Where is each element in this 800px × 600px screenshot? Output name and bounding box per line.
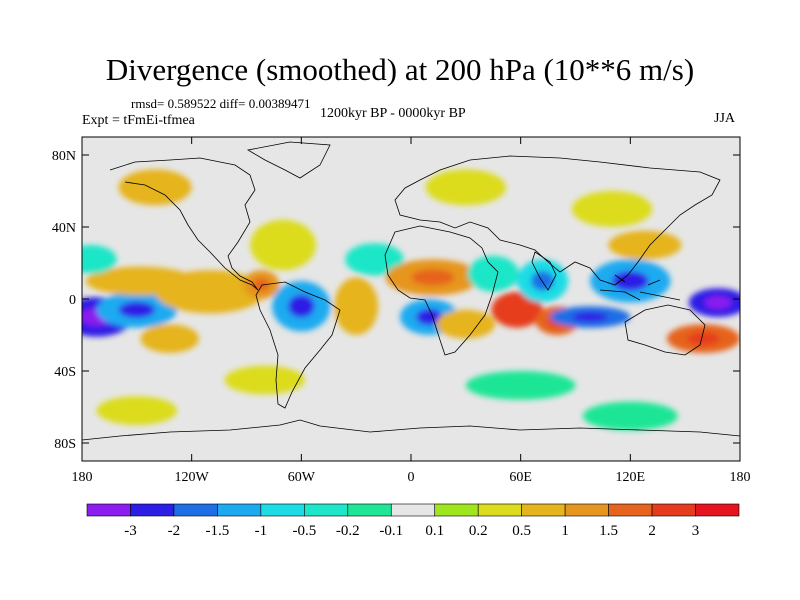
colorbar-label: -0.5 xyxy=(292,523,316,539)
lat-tick-label: 40N xyxy=(52,221,76,236)
colorbar-swatch xyxy=(651,503,696,517)
colorbar-swatch xyxy=(260,503,305,517)
anomaly-core-7 xyxy=(288,294,315,318)
anomaly-region-8 xyxy=(334,277,379,336)
anomaly-core-12 xyxy=(416,308,443,326)
season-label: JJA xyxy=(714,111,736,126)
anomaly-region-27 xyxy=(465,371,576,400)
colorbar-label: 0.5 xyxy=(512,523,531,539)
colorbar-swatch xyxy=(130,503,175,517)
experiment-label: Expt = tFmEi-tfmea xyxy=(82,113,195,128)
colorbar-label: 0.1 xyxy=(425,523,444,539)
colorbar-label: -3 xyxy=(124,523,137,539)
lon-tick-label: 60E xyxy=(509,470,532,485)
anomaly-core-22 xyxy=(686,332,720,346)
colorbar-swatch xyxy=(564,503,609,517)
anomaly-core-19 xyxy=(612,271,649,291)
anomaly-region-4 xyxy=(155,270,265,314)
coast-eurasia xyxy=(394,155,721,286)
colorbar-swatch xyxy=(217,503,262,517)
anomaly-region-28 xyxy=(96,396,178,425)
anomaly-core-15 xyxy=(505,301,529,318)
anomaly-region-23 xyxy=(571,191,653,227)
colorbar-swatch xyxy=(304,503,349,517)
anomaly-region-14 xyxy=(467,255,519,292)
colorbar-label: 3 xyxy=(692,523,700,539)
anomaly-region-3 xyxy=(82,245,117,274)
coast-australia xyxy=(624,304,706,356)
colorbar-swatch xyxy=(434,503,479,517)
colorbar-swatch xyxy=(347,503,392,517)
period-label: 1200kyr BP - 0000kyr BP xyxy=(320,106,466,121)
colorbar-swatch xyxy=(390,503,436,517)
colorbar-label: 1 xyxy=(561,523,569,539)
colorbar-label: 2 xyxy=(648,523,656,539)
anomaly-region-5 xyxy=(140,324,199,353)
colorbar-label: 0.2 xyxy=(469,523,488,539)
plot-title: Divergence (smoothed) at 200 hPa (10**6 … xyxy=(105,52,695,87)
anomaly-layer xyxy=(82,169,740,431)
coast-africa xyxy=(384,225,499,356)
lat-tick-label: 80S xyxy=(54,437,76,452)
colorbar-swatch xyxy=(86,503,131,517)
colorbar-label: 1.5 xyxy=(599,523,618,539)
lon-tick-label: 120E xyxy=(616,470,646,485)
anomaly-region-10 xyxy=(345,243,404,276)
colorbar-swatch xyxy=(521,503,566,517)
colorbar-label: -2 xyxy=(168,523,181,539)
coast-greenland xyxy=(246,141,331,179)
anomaly-core-1 xyxy=(118,301,155,318)
lon-tick-label: 120W xyxy=(175,470,210,485)
lon-tick-label: 180 xyxy=(730,470,751,485)
anomaly-core-11 xyxy=(411,269,455,286)
anomaly-region-20 xyxy=(608,230,682,260)
coastlines xyxy=(82,141,740,441)
colorbar-label: -0.1 xyxy=(379,523,403,539)
anomaly-region-13 xyxy=(436,309,496,339)
anomaly-core-6 xyxy=(252,278,270,292)
lat-tick-label: 0 xyxy=(69,293,76,308)
coast-south-america xyxy=(255,281,341,409)
coast-india xyxy=(531,251,557,291)
anomaly-core-17 xyxy=(572,312,609,322)
lon-tick-label: 180 xyxy=(72,470,93,485)
anomaly-region-26 xyxy=(224,365,305,395)
divergence-field xyxy=(82,169,740,431)
anomaly-core-18 xyxy=(531,271,555,291)
coast-antarctica xyxy=(82,419,740,441)
lat-tick-label: 40S xyxy=(54,365,76,380)
anomaly-region-9 xyxy=(250,219,316,271)
lat-tick-label: 80N xyxy=(52,149,76,164)
colorbar-label: -1 xyxy=(255,523,268,539)
anomaly-core-21 xyxy=(704,296,732,310)
colorbar-swatch xyxy=(695,503,740,517)
colorbar: -3 -2 -1.5 -1 -0.5 -0.2 -0.1 0.1 0.2 0.5 1 1.5 2 3 xyxy=(86,503,740,539)
colorbar-swatch xyxy=(477,503,522,517)
anomaly-region-24 xyxy=(118,169,192,206)
coast-north-america xyxy=(109,157,259,291)
colorbar-swatch xyxy=(608,503,653,517)
anomaly-region-25 xyxy=(425,169,507,206)
map-axes: 80N 40N 0 40S 80S 180 120W 60W 0 60E 120E 180 xyxy=(52,137,751,485)
anomaly-region-29 xyxy=(582,401,678,431)
stats-text: rmsd= 0.589522 diff= 0.00389471 xyxy=(131,96,311,111)
colorbar-label: -0.2 xyxy=(336,523,360,539)
colorbar-swatch xyxy=(173,503,218,517)
lon-tick-label: 0 xyxy=(408,470,415,485)
colorbar-label: -1.5 xyxy=(206,523,230,539)
lon-tick-label: 60W xyxy=(288,470,316,485)
coast-maritime xyxy=(599,274,681,301)
